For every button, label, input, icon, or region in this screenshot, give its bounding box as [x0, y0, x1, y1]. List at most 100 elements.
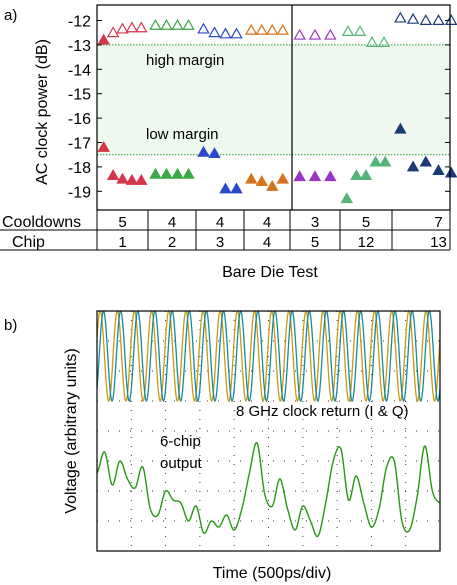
data-point-open — [353, 25, 367, 36]
data-point-filled — [149, 167, 162, 179]
data-point-filled — [350, 169, 363, 180]
y-tick-label: -12 — [68, 14, 91, 31]
data-point-filled — [293, 170, 306, 182]
data-point-filled — [106, 169, 120, 180]
data-point-filled — [171, 167, 184, 179]
y-tick-label: -17 — [68, 136, 91, 153]
data-point-open — [230, 27, 243, 39]
data-point-open — [266, 23, 279, 35]
data-point-open — [106, 26, 120, 38]
data-point-open — [377, 36, 391, 47]
clock-trace-q — [96, 310, 441, 402]
data-point-open — [116, 22, 129, 34]
data-point-filled — [308, 170, 322, 182]
data-point-filled — [406, 160, 420, 172]
table-cell-cooldowns: 4 — [168, 214, 176, 231]
clock-return-annotation: 8 GHz clock return (I & Q) — [236, 403, 409, 420]
data-point-filled — [135, 173, 148, 185]
data-point-filled — [276, 172, 289, 184]
table-cell-chip: 13 — [430, 234, 447, 251]
output-annotation-line1: 6-chip — [160, 433, 201, 450]
panel-b-label: b) — [4, 317, 17, 334]
data-point-open — [171, 18, 184, 30]
y-tick-label: -16 — [68, 111, 91, 128]
data-point-open — [276, 23, 289, 35]
data-point-filled — [432, 164, 445, 176]
panel-b-y-axis-label: Voltage (arbitrary units) — [63, 348, 80, 513]
data-point-filled — [125, 173, 139, 185]
data-point-filled — [359, 169, 373, 180]
data-point-open — [394, 11, 407, 23]
table-row-chip-label: Chip — [12, 234, 45, 251]
y-tick-label: -18 — [68, 160, 91, 177]
output-annotation-line2: output — [160, 455, 203, 472]
table-row-cooldowns-label: Cooldowns — [2, 214, 81, 231]
table-cell-chip: 3 — [216, 234, 224, 251]
panel-a-label: a) — [4, 7, 17, 24]
data-point-open — [308, 28, 322, 40]
table-cell-chip: 2 — [168, 234, 176, 251]
data-point-open — [245, 23, 258, 35]
panel-a-x-axis-label: Bare Die Test — [222, 264, 318, 281]
panel-a-plot-frame — [96, 4, 451, 211]
data-point-filled — [208, 147, 221, 158]
table-cell-cooldowns: 3 — [311, 214, 319, 231]
data-point-open — [255, 23, 268, 35]
data-point-filled — [97, 33, 110, 45]
data-point-filled — [197, 145, 210, 157]
output-trace — [96, 441, 441, 538]
panel-b-plot-frame — [96, 310, 441, 552]
table-cell-cooldowns: 5 — [362, 214, 370, 231]
data-point-open — [324, 28, 337, 40]
table-cell-cooldowns: 4 — [216, 214, 224, 231]
data-point-filled — [340, 192, 354, 204]
data-point-filled — [266, 180, 279, 191]
data-point-open — [293, 28, 306, 40]
table-cell-chip: 4 — [263, 234, 271, 251]
data-point-filled — [394, 122, 407, 134]
panel-b-x-axis-label: Time (500ps/div) — [213, 565, 332, 582]
data-point-open — [365, 36, 379, 47]
data-point-open — [182, 18, 195, 30]
data-point-open — [432, 14, 445, 25]
data-point-open — [149, 18, 162, 30]
data-point-filled — [378, 155, 392, 167]
data-point-filled — [245, 172, 258, 184]
data-point-open — [444, 14, 457, 25]
data-point-filled — [324, 170, 337, 182]
panel-a-y-axis-label: AC clock power (dB) — [34, 39, 51, 185]
clock-trace-i — [96, 310, 441, 402]
data-point-open — [160, 18, 173, 30]
table-cell-cooldowns: 5 — [118, 214, 126, 231]
y-tick-label: -13 — [68, 38, 91, 55]
margin-region — [97, 44, 450, 155]
low-margin-label: low margin — [146, 126, 219, 143]
table-cell-chip: 1 — [118, 234, 126, 251]
data-point-open — [406, 12, 420, 24]
y-tick-label: -15 — [68, 87, 91, 104]
data-point-filled — [182, 167, 195, 179]
data-point-open — [219, 27, 232, 39]
y-tick-label: -19 — [68, 184, 91, 201]
table-cell-chip: 5 — [311, 234, 319, 251]
data-point-filled — [160, 167, 173, 179]
data-point-filled — [444, 166, 457, 178]
y-tick-label: -14 — [68, 62, 91, 79]
high-margin-label: high margin — [146, 52, 224, 69]
data-point-open — [135, 21, 148, 33]
data-point-open — [125, 21, 139, 33]
data-point-filled — [419, 155, 433, 167]
data-point-filled — [116, 172, 129, 184]
data-point-open — [197, 22, 210, 34]
table-cell-cooldowns: 7 — [434, 214, 442, 231]
table-cell-chip: 12 — [358, 234, 375, 251]
data-point-filled — [230, 182, 243, 194]
table-cell-cooldowns: 4 — [263, 214, 271, 231]
data-point-filled — [97, 140, 110, 152]
data-point-open — [208, 26, 221, 38]
data-point-open — [341, 25, 355, 36]
data-point-filled — [219, 182, 232, 194]
data-point-filled — [369, 155, 382, 167]
data-point-filled — [255, 175, 268, 187]
